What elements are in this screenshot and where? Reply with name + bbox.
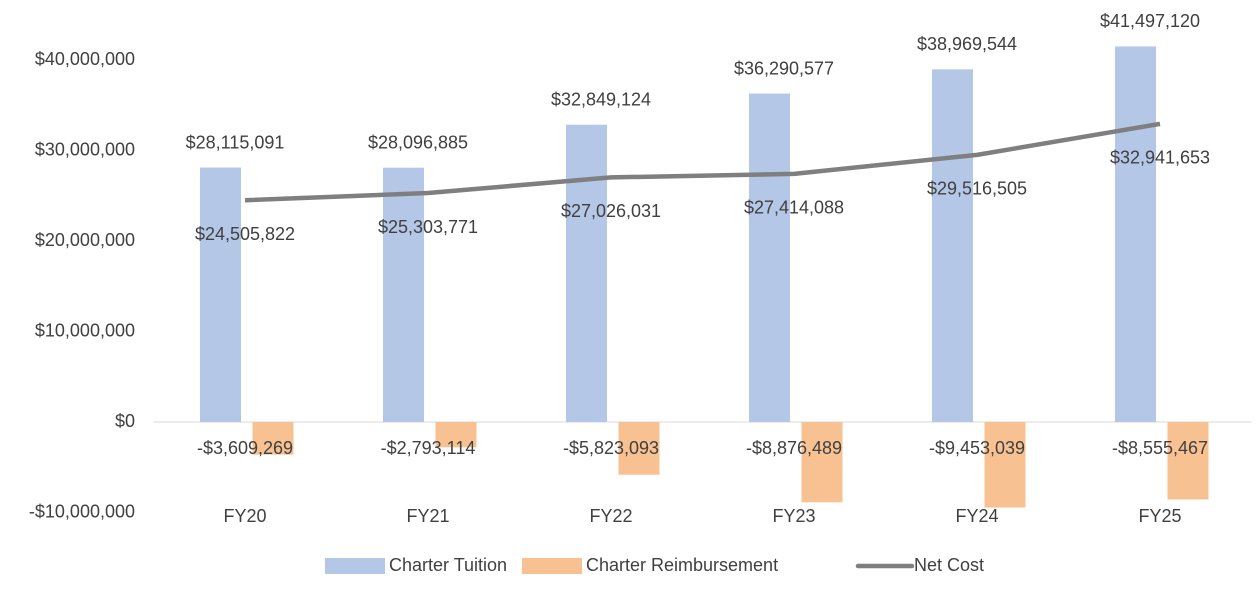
y-tick-label: $20,000,000 — [35, 230, 135, 250]
bar — [1167, 422, 1209, 500]
bar — [1115, 46, 1156, 423]
legend-label: Net Cost — [914, 555, 984, 575]
line — [244, 121, 1161, 203]
data-label: $24,505,822 — [195, 224, 295, 244]
bar — [749, 93, 790, 422]
data-label: -$8,555,467 — [1112, 438, 1208, 458]
data-label: $27,026,031 — [561, 201, 661, 221]
data-label: -$9,453,039 — [929, 438, 1025, 458]
y-tick-label: $10,000,000 — [35, 320, 135, 340]
data-label: $32,941,653 — [1110, 148, 1210, 168]
legend-swatch — [522, 558, 582, 574]
x-tick-label: FY24 — [955, 506, 998, 526]
bar — [801, 422, 843, 503]
data-label: -$8,876,489 — [746, 438, 842, 458]
legend-label: Charter Tuition — [389, 555, 507, 575]
data-label: $38,969,544 — [917, 34, 1017, 54]
data-label: $25,303,771 — [378, 217, 478, 237]
bar — [383, 167, 424, 422]
y-tick-label: -$10,000,000 — [29, 501, 135, 521]
y-tick-label: $30,000,000 — [35, 139, 135, 159]
bar — [435, 422, 477, 448]
bar — [200, 167, 241, 422]
data-label: $41,497,120 — [1100, 11, 1200, 31]
data-label: -$5,823,093 — [563, 438, 659, 458]
bar — [984, 422, 1026, 508]
x-tick-label: FY23 — [772, 506, 815, 526]
bar — [932, 69, 973, 423]
data-label: $28,115,091 — [186, 132, 285, 152]
bar — [252, 422, 294, 455]
data-label: -$2,793,114 — [381, 438, 476, 458]
y-tick-label: $0 — [115, 411, 135, 431]
data-label: $32,849,124 — [551, 89, 651, 109]
bar — [618, 422, 660, 475]
data-label: $28,096,885 — [368, 132, 468, 152]
data-label: -$3,609,269 — [197, 438, 293, 458]
x-tick-label: FY20 — [223, 506, 266, 526]
y-tick-label: $40,000,000 — [35, 49, 135, 69]
data-label: $29,516,505 — [927, 179, 1027, 199]
x-tick-label: FY25 — [1138, 506, 1181, 526]
legend-swatch — [325, 558, 385, 574]
bar — [566, 124, 607, 423]
legend-label: Charter Reimbursement — [586, 555, 778, 575]
data-label: $36,290,577 — [734, 58, 834, 78]
data-label: $27,414,088 — [744, 198, 844, 218]
x-tick-label: FY21 — [406, 506, 449, 526]
x-tick-label: FY22 — [589, 506, 632, 526]
